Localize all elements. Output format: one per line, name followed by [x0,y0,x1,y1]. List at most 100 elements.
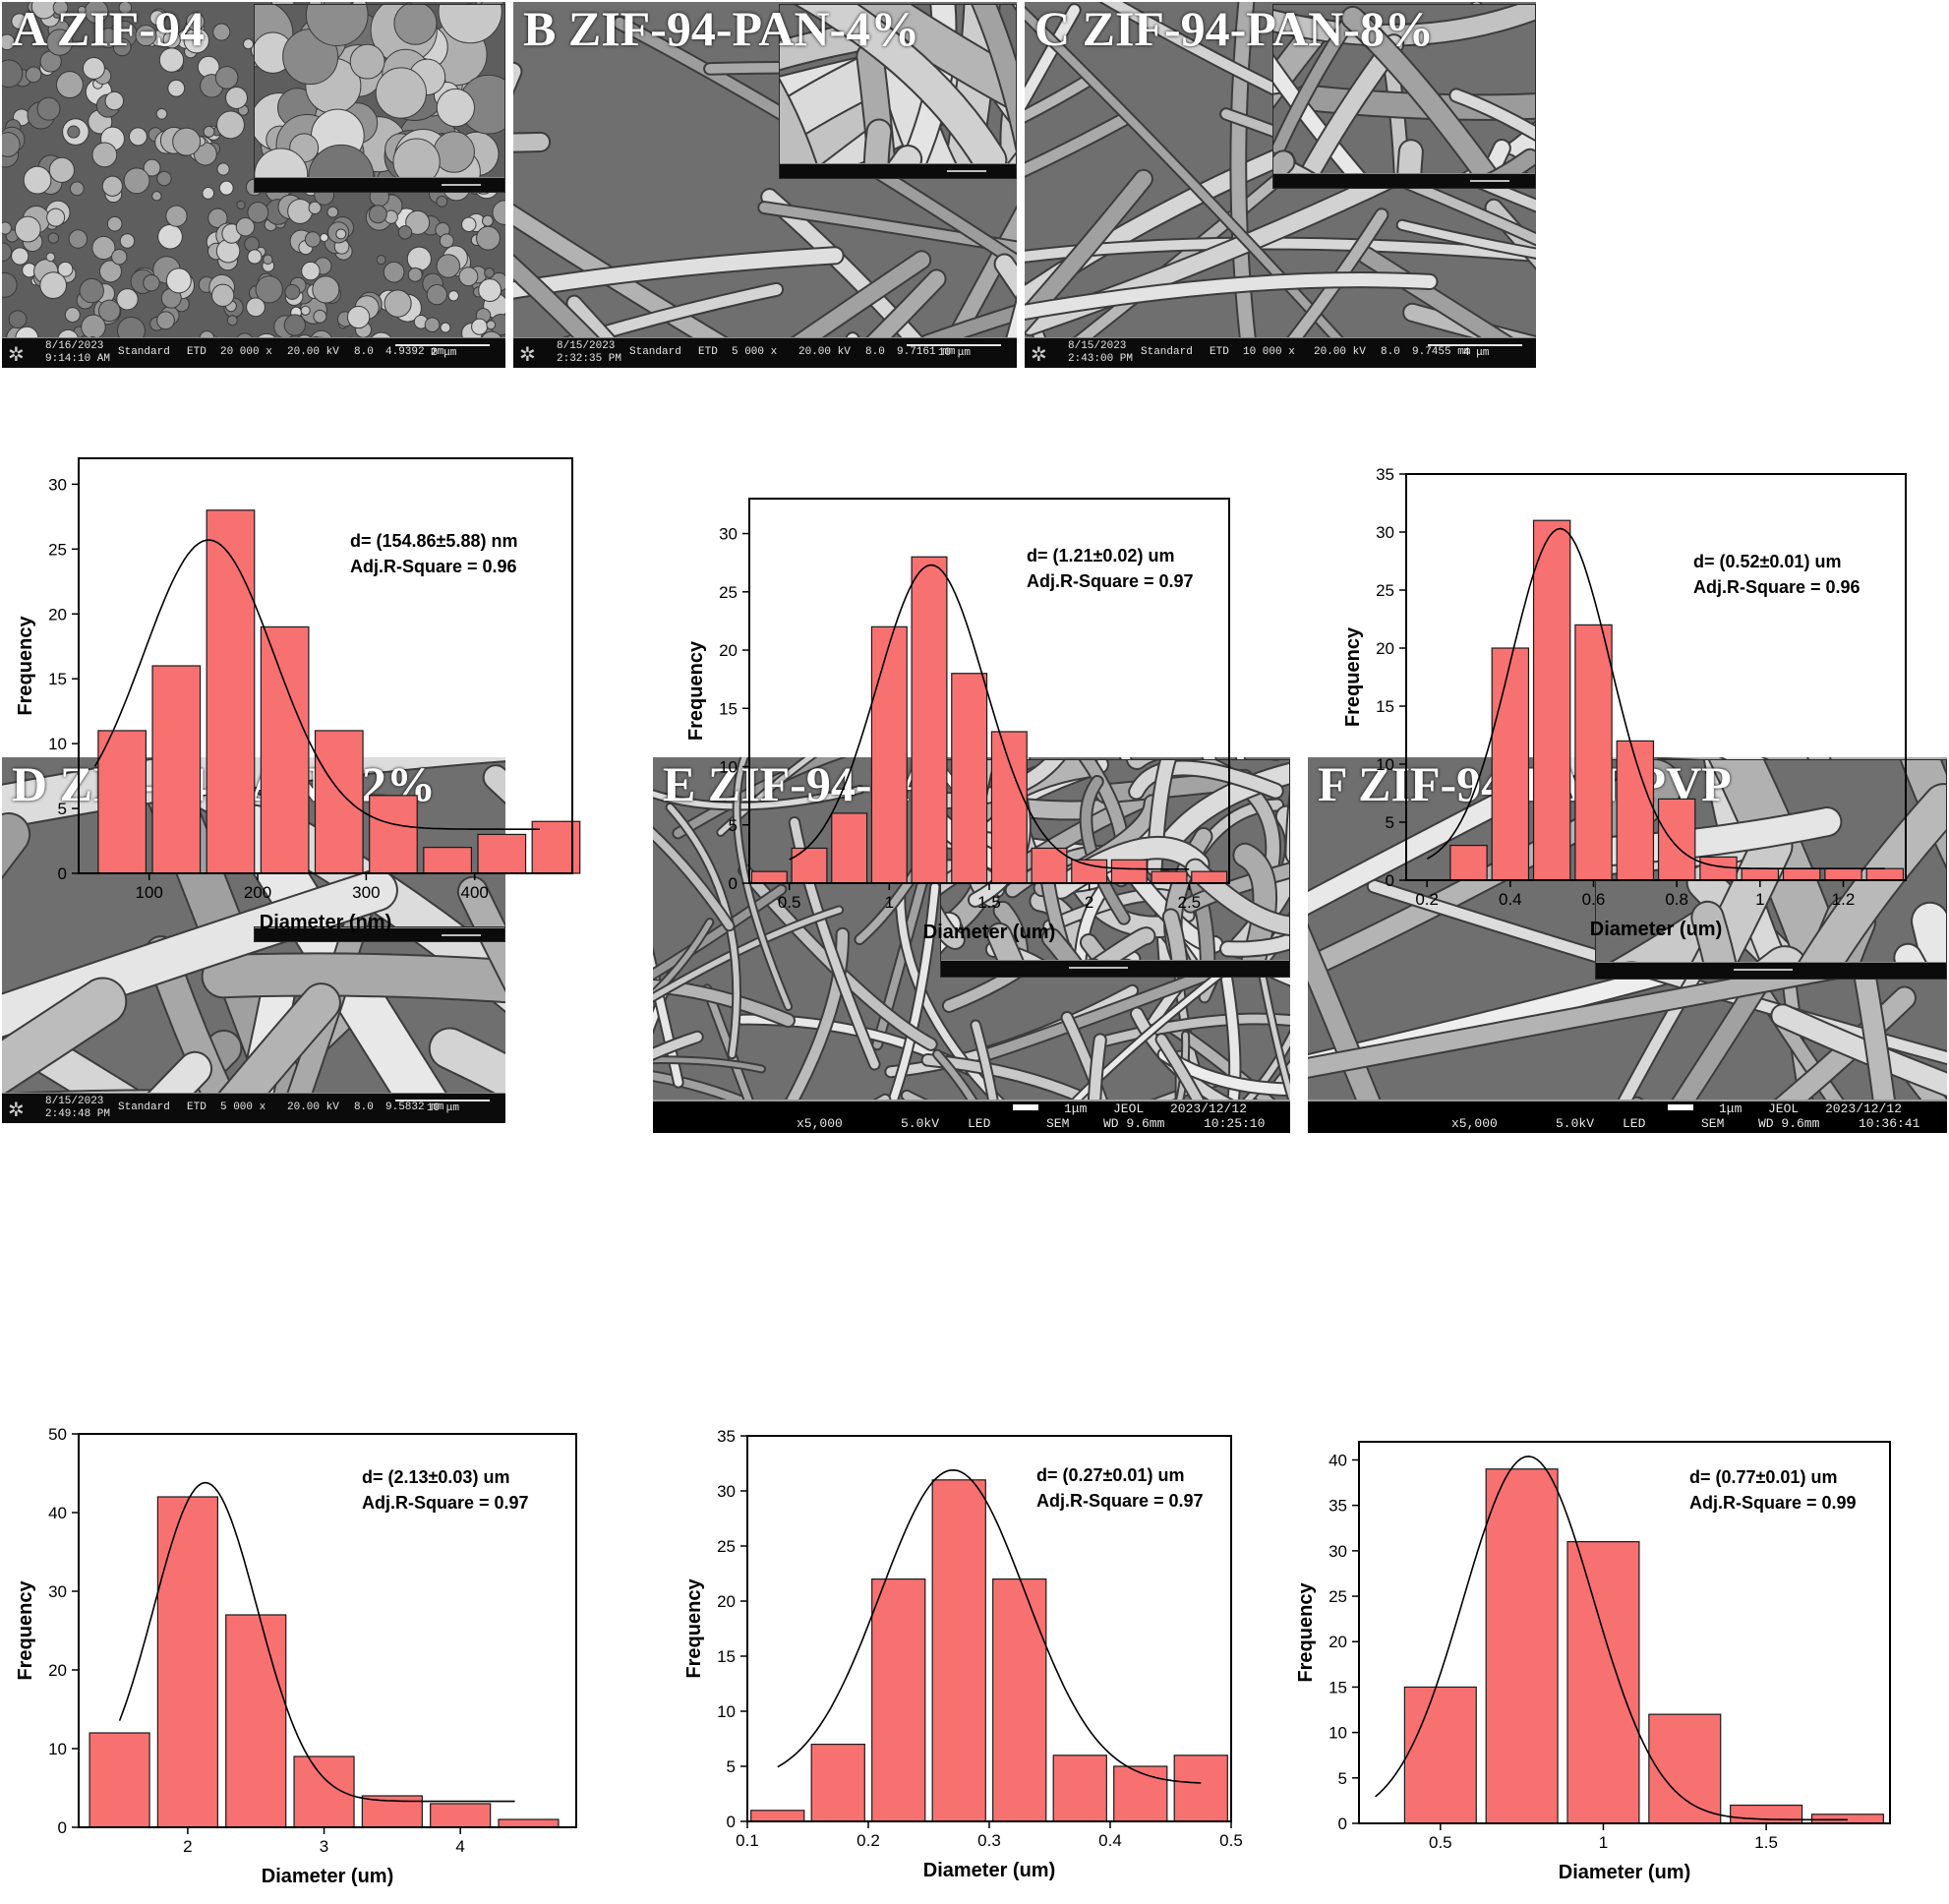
x-tick-label: 0.3 [977,1831,1001,1850]
x-axis-label: Diameter (um) [1559,1862,1690,1883]
y-tick-label: 0 [727,1813,736,1831]
y-tick-label: 50 [48,1425,67,1444]
sem-det: ETD [698,346,718,358]
y-tick-label: 30 [48,1582,67,1601]
y-tick-label: 20 [1329,1633,1347,1651]
x-tick-label: 0.2 [1415,890,1439,909]
sem-mag: 20 000 x [220,346,272,358]
sem-spot: 8.0 [354,346,374,358]
y-tick-label: 30 [717,1482,736,1501]
sem-usecase: Standard [118,346,170,358]
y-tick-label: 5 [58,800,67,818]
sem-image-d: D ZIF-94-PAN-12% ✲ 8/15/2023 2:49:48 PM … [2,757,505,1123]
histogram-bar [430,1803,492,1828]
y-tick-label: 25 [48,540,67,559]
y-tick-label: 10 [1329,1724,1347,1743]
sem-usecase: Standard [1141,346,1193,358]
sem-time: 10:36:41 [1859,1116,1920,1131]
fit-r-square-annotation: Adj.R-Square = 0.96 [350,557,517,576]
y-tick-label: 5 [1386,813,1394,832]
y-tick-label: 25 [719,583,738,602]
gaussian-fit-line [1375,1455,1848,1821]
histogram-bar [1566,1541,1640,1824]
sem-scale-bar [1013,1104,1038,1110]
histogram-bar [423,847,472,874]
sem-det: LED [968,1116,991,1131]
y-tick-label: 20 [719,641,738,660]
fit-r-square-annotation: Adj.R-Square = 0.99 [1689,1493,1857,1513]
sem-scale-line [907,344,1001,346]
panel-label-c: C ZIF-94-PAN-8% [1034,2,1434,56]
y-tick-label: 0 [58,1818,67,1837]
y-tick-label: 0 [1338,1815,1347,1833]
y-tick-label: 10 [719,758,738,777]
fit-diameter-annotation: d= (2.13±0.03) um [362,1467,509,1487]
histogram-bar [369,795,418,874]
sem-wd: 4.9392 mm [385,346,444,358]
sem-wd: 9.7161 mm [897,346,956,358]
x-tick-label: 0.5 [1219,1831,1243,1850]
sem-mag: 10 000 x [1243,346,1295,358]
sem-info-bar: ✲ 8/15/2023 2:43:00 PM Standard ETD 10 0… [1025,337,1536,368]
histogram-bar [1574,624,1613,881]
gaussian-fit-line [1426,527,1885,869]
sem-mag: x5,000 [797,1116,843,1131]
plot-frame [1358,1441,1891,1824]
x-tick-label: 0.8 [1665,890,1688,909]
gaussian-fit-line [93,539,540,830]
y-tick-label: 10 [1376,755,1394,774]
sem-image-e: E ZIF-94-PAN 1μm JEOL 2023/12/12 x5,000 … [653,757,1290,1133]
x-axis-label: Diameter (um) [1590,919,1722,940]
sem-inset [254,4,505,193]
x-axis-label: Diameter (um) [262,1866,393,1887]
x-tick-label: 1 [1599,1833,1608,1852]
histogram-bar [1485,1468,1559,1824]
sem-image-c: C ZIF-94-PAN-8% ✲ 8/15/2023 2:43:00 PM S… [1025,2,1536,368]
y-axis-label: Frequency [1295,1582,1317,1683]
fei-logo-icon: ✲ [1031,342,1047,366]
y-tick-label: 5 [727,1757,736,1776]
fei-logo-icon: ✲ [519,342,536,366]
sem-det: ETD [187,346,207,358]
sem-inset [940,759,1290,978]
x-tick-label: 100 [136,883,163,902]
x-tick-label: 1.2 [1832,890,1856,909]
y-tick-label: 10 [717,1702,736,1721]
x-tick-label: 400 [461,883,489,902]
x-tick-label: 4 [455,1837,464,1856]
sem-hv: 5.0kV [1556,1116,1595,1131]
sem-scale-bar [1668,1104,1693,1110]
sem-det: ETD [187,1101,207,1113]
plot-frame [78,457,573,874]
y-axis-label: Frequency [685,640,707,741]
y-tick-label: 20 [48,1661,67,1680]
sem-time: 9:14:10 AM [45,353,111,365]
plot-frame [1405,473,1907,881]
histogram-bar [992,1577,1047,1822]
y-tick-label: 30 [1329,1542,1347,1561]
x-tick-label: 200 [244,883,271,902]
sem-inset [1272,4,1536,189]
y-tick-label: 30 [719,525,738,544]
histogram-bar [1730,1804,1803,1824]
y-tick-label: 20 [48,605,67,624]
x-tick-label: 0.5 [778,893,801,912]
sem-date: 2023/12/12 [1170,1101,1248,1116]
y-tick-label: 15 [1376,697,1394,716]
fit-r-square-annotation: Adj.R-Square = 0.97 [1036,1491,1204,1511]
histogram-bar [1173,1755,1228,1822]
sem-scale-line [1428,344,1522,346]
histogram-bar [260,625,310,874]
sem-image-b: B ZIF-94-PAN-4% ✲ 8/15/2023 2:32:35 PM S… [513,2,1017,368]
histogram-bar [951,673,988,884]
sem-scale: 4 μm [1463,347,1490,359]
sem-wd: WD 9.6mm [1103,1116,1165,1131]
y-tick-label: 15 [717,1647,736,1666]
sem-mag: 5 000 x [220,1101,266,1113]
sem-inset [779,4,1017,179]
sem-scale: 10 μm [427,1102,460,1114]
sem-scale: 1μm [1064,1101,1088,1116]
y-tick-label: 25 [1376,581,1394,600]
